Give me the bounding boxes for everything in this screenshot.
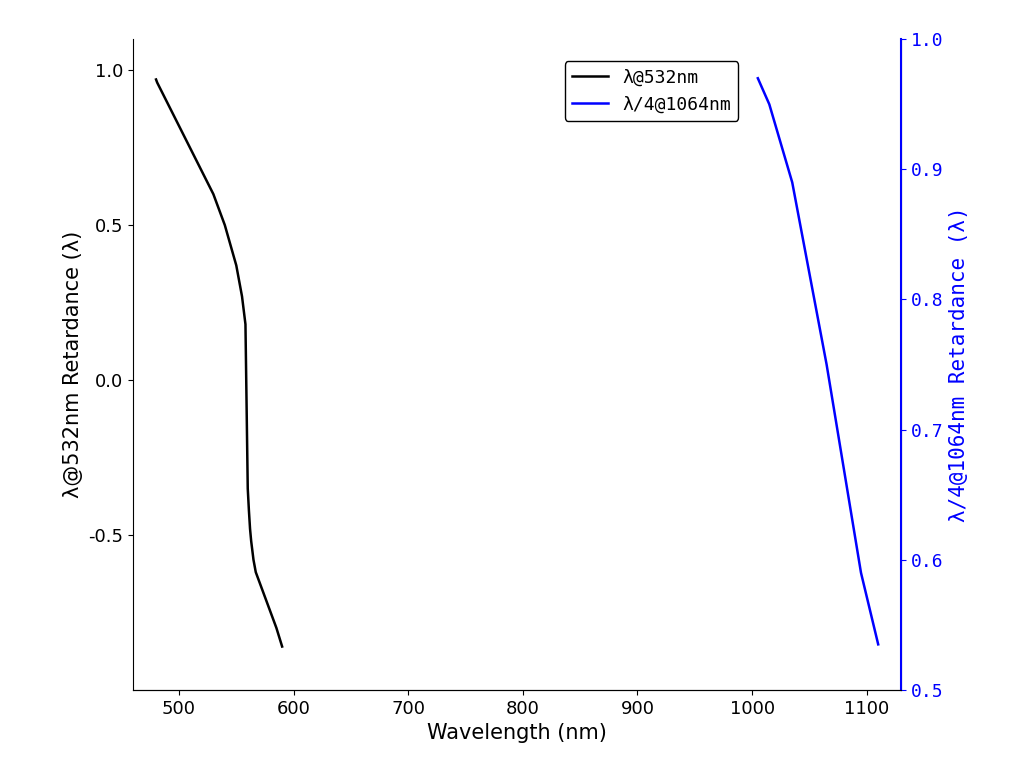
Y-axis label: λ@532nm Retardance (λ): λ@532nm Retardance (λ) xyxy=(62,231,83,498)
λ/4@1064nm xyxy=(820,360,833,369)
λ@532nm xyxy=(246,546,258,555)
λ@532nm xyxy=(270,623,283,633)
λ/4@1064nm xyxy=(774,139,786,148)
X-axis label: Wavelength (nm): Wavelength (nm) xyxy=(427,723,607,743)
λ@532nm xyxy=(219,220,231,230)
λ/4@1064nm xyxy=(763,100,775,109)
λ/4@1064nm xyxy=(872,640,885,649)
λ@532nm xyxy=(242,484,254,493)
Legend: λ@532nm, λ/4@1064nm: λ@532nm, λ/4@1064nm xyxy=(565,61,738,121)
λ@532nm xyxy=(251,571,263,580)
λ/4@1064nm xyxy=(838,464,850,474)
λ/4@1064nm xyxy=(803,269,815,278)
λ@532nm xyxy=(276,642,289,652)
λ@532nm xyxy=(152,78,164,87)
λ@532nm xyxy=(250,568,262,577)
λ/4@1064nm xyxy=(855,568,867,578)
Line: λ/4@1064nm: λ/4@1064nm xyxy=(758,78,879,644)
λ@532nm xyxy=(243,506,255,515)
λ@532nm xyxy=(248,555,260,564)
λ@532nm xyxy=(207,190,219,199)
λ@532nm xyxy=(240,320,252,329)
λ/4@1064nm xyxy=(786,178,799,187)
λ@532nm xyxy=(264,608,276,617)
λ@532nm xyxy=(245,536,257,546)
Line: λ@532nm: λ@532nm xyxy=(156,79,283,647)
λ@532nm xyxy=(150,74,162,84)
λ@532nm xyxy=(249,561,261,571)
λ@532nm xyxy=(259,592,271,601)
λ@532nm xyxy=(253,577,265,586)
λ/4@1064nm xyxy=(752,74,764,83)
λ@532nm xyxy=(236,292,248,301)
Y-axis label: λ/4@1064nm Retardance (λ): λ/4@1064nm Retardance (λ) xyxy=(949,207,969,522)
λ@532nm xyxy=(244,524,256,533)
λ@532nm xyxy=(230,261,243,270)
